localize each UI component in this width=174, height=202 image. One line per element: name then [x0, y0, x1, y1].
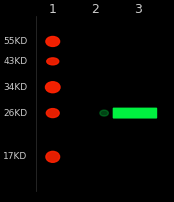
- Ellipse shape: [100, 110, 108, 116]
- Text: 34KD: 34KD: [3, 83, 27, 92]
- Ellipse shape: [46, 109, 59, 118]
- FancyBboxPatch shape: [113, 108, 157, 119]
- Ellipse shape: [47, 58, 59, 65]
- Text: 3: 3: [135, 3, 142, 16]
- Text: 43KD: 43KD: [3, 57, 27, 66]
- Text: 17KD: 17KD: [3, 152, 27, 161]
- Text: 55KD: 55KD: [3, 37, 27, 46]
- Ellipse shape: [46, 37, 60, 46]
- Text: 1: 1: [49, 3, 57, 16]
- Ellipse shape: [46, 151, 60, 162]
- Text: 26KD: 26KD: [3, 109, 27, 118]
- Text: 2: 2: [92, 3, 100, 16]
- Ellipse shape: [45, 82, 60, 93]
